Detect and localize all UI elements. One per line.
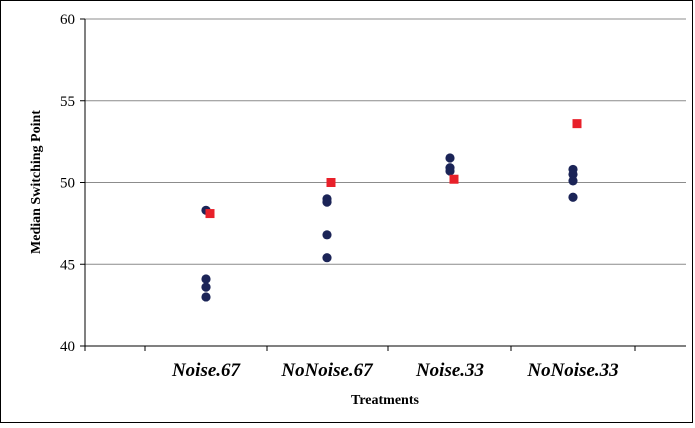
data-point-circle-0-14: [568, 192, 578, 202]
y-tick-label-60: 60: [60, 12, 75, 28]
data-point-square-1-1: [326, 178, 336, 187]
x-tick-label-noise-33: Noise.33: [415, 360, 484, 381]
data-point-square-1-2: [449, 174, 459, 184]
y-tick-label-40: 40: [60, 339, 75, 355]
data-point-square-1-0: [205, 209, 215, 219]
y-axis-ticks: 40 45 50 55 60: [60, 12, 85, 355]
x-tick-label-nonoise-33: NoNoise.33: [526, 360, 618, 381]
data-point-circle-0-13: [568, 176, 578, 186]
gridlines: [85, 18, 686, 265]
y-axis-title: Median Switching Point: [29, 110, 44, 254]
data-point-circle-0-8: [445, 153, 455, 163]
x-tick-label-nonoise-67: NoNoise.67: [280, 360, 374, 381]
data-points: [201, 119, 582, 302]
data-point-circle-0-6: [322, 230, 332, 240]
data-point-circle-0-1: [201, 274, 211, 284]
data-point-circle-0-3: [201, 292, 211, 302]
x-tick-label-noise-67: Noise.67: [171, 360, 242, 381]
y-tick-label-50: 50: [60, 176, 75, 192]
y-tick-label-55: 55: [60, 94, 75, 110]
data-point-circle-0-2: [201, 282, 211, 292]
data-point-circle-0-5: [322, 197, 332, 207]
data-point-circle-0-10: [445, 166, 455, 176]
y-tick-label-45: 45: [60, 257, 75, 273]
x-axis-ticks: Noise.67 NoNoise.67 Noise.33 NoNoise.33: [84, 346, 636, 381]
x-axis-title: Treatments: [351, 393, 419, 408]
data-point-circle-0-12: [568, 169, 578, 179]
data-point-square-1-3: [572, 119, 582, 129]
data-point-circle-0-7: [322, 253, 332, 263]
